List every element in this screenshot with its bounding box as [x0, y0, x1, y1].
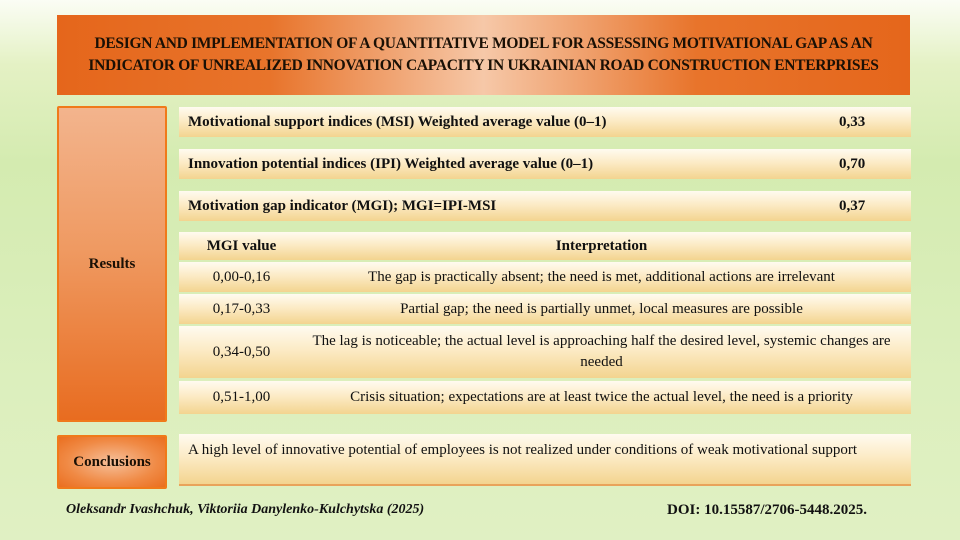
conclusion-text: A high level of innovative potential of … [188, 442, 858, 458]
doi: DOI: 10.15587/2706-5448.2025. [667, 502, 867, 518]
interpretation-text: The lag is noticeable; the actual level … [312, 333, 891, 370]
metric-row-mgi: Motivation gap indicator (MGI); MGI=IPI-… [179, 191, 911, 221]
table-row: 0,17-0,33 Partial gap; the need is parti… [179, 294, 911, 324]
mgi-range: 0,34-0,50 [212, 343, 271, 360]
metric-value: 0,33 [839, 113, 866, 130]
metric-row-msi: Motivational support indices (MSI) Weigh… [179, 107, 911, 137]
mgi-range: 0,51-1,00 [212, 389, 271, 405]
metric-label: Motivational support indices (MSI) Weigh… [188, 113, 607, 130]
table-row: 0,34-0,50 The lag is noticeable; the act… [179, 326, 911, 378]
title-banner: DESIGN AND IMPLEMENTATION OF A QUANTITAT… [57, 15, 910, 95]
metric-value: 0,70 [839, 155, 866, 172]
metric-label: Innovation potential indices (IPI) Weigh… [188, 155, 594, 172]
results-section-label: Results [57, 106, 167, 422]
slide-title: DESIGN AND IMPLEMENTATION OF A QUANTITAT… [88, 35, 879, 74]
mgi-range: 0,17-0,33 [212, 300, 271, 317]
table-row: 0,00-0,16 The gap is practically absent;… [179, 262, 911, 292]
mgi-range: 0,00-0,16 [212, 268, 271, 285]
table-header: MGI value Interpretation [179, 232, 911, 260]
interpretation-text: Crisis situation; expectations are at le… [350, 389, 853, 405]
metric-row-ipi: Innovation potential indices (IPI) Weigh… [179, 149, 911, 179]
header-interpretation: Interpretation [555, 237, 648, 254]
conclusions-label: Conclusions [73, 453, 151, 470]
authors: Oleksandr Ivashchuk, Viktoriia Danylenko… [66, 502, 425, 517]
interpretation-text: Partial gap; the need is partially unmet… [400, 300, 803, 317]
metric-label: Motivation gap indicator (MGI); MGI=IPI-… [188, 197, 497, 214]
metric-value: 0,37 [839, 197, 866, 214]
header-mgi-value: MGI value [206, 237, 277, 254]
conclusions-section-label: Conclusions [57, 435, 167, 489]
conclusion-box: A high level of innovative potential of … [179, 434, 911, 486]
interpretation-text: The gap is practically absent; the need … [368, 268, 835, 285]
table-row: 0,51-1,00 Crisis situation; expectations… [179, 381, 911, 414]
results-label: Results [88, 255, 136, 272]
